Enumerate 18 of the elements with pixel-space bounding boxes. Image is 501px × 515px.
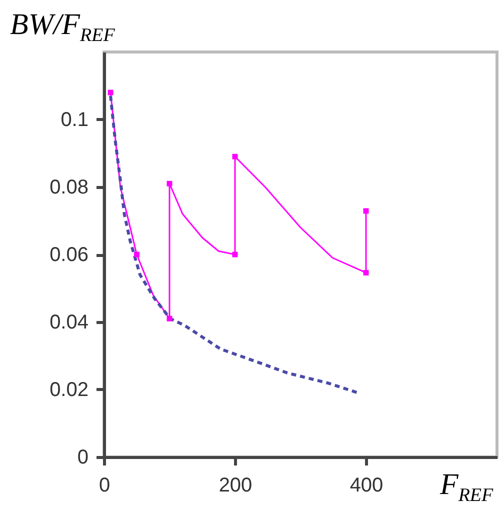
x-tick-label: 400 — [350, 474, 384, 496]
point — [232, 154, 238, 160]
y-tick-label: 0.08 — [50, 176, 88, 198]
x-axis-title: F$_{REF}$ — [440, 468, 494, 506]
point — [363, 208, 369, 214]
y-axis-title: BW/F$_{REF}$ — [10, 8, 115, 46]
point — [134, 252, 140, 258]
point — [166, 316, 172, 322]
y-tick-label: 0.06 — [50, 244, 88, 266]
y-tick-label: 0.04 — [50, 312, 88, 334]
y-tick-label: 0.1 — [60, 109, 88, 131]
point — [363, 270, 369, 276]
point — [108, 90, 114, 96]
x-tick-label: 0 — [98, 474, 110, 496]
x-tick-label: 200 — [218, 474, 252, 496]
y-tick-label: 0 — [77, 446, 88, 468]
y-tick-label: 0.02 — [50, 379, 88, 401]
point — [166, 180, 172, 186]
